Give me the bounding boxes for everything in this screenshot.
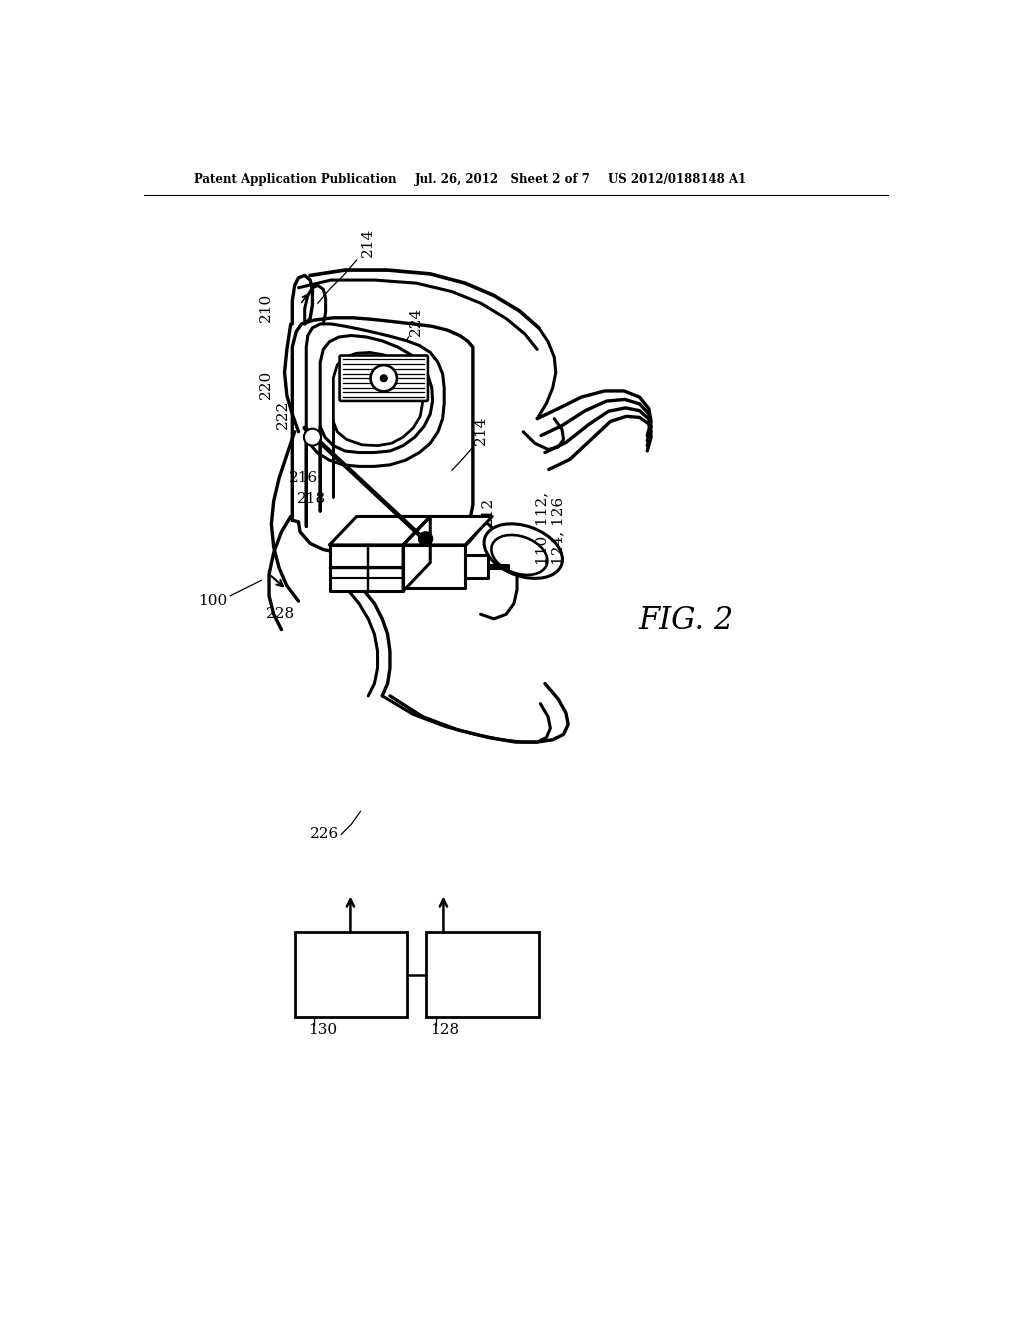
- Text: 214: 214: [361, 228, 375, 257]
- Text: BODY: BODY: [458, 952, 508, 969]
- Text: 130: 130: [308, 1023, 337, 1038]
- Polygon shape: [306, 323, 444, 527]
- Text: 226: 226: [309, 828, 339, 841]
- Polygon shape: [488, 565, 508, 568]
- Polygon shape: [334, 352, 423, 498]
- Polygon shape: [330, 545, 403, 591]
- Text: SENSOR: SENSOR: [313, 981, 389, 998]
- Text: 210: 210: [259, 293, 273, 322]
- Circle shape: [371, 366, 397, 391]
- Ellipse shape: [492, 535, 548, 576]
- Polygon shape: [465, 554, 488, 578]
- Circle shape: [304, 429, 321, 446]
- Text: FIG. 2: FIG. 2: [638, 605, 733, 636]
- Circle shape: [419, 532, 432, 545]
- Ellipse shape: [484, 524, 562, 578]
- Text: Jul. 26, 2012   Sheet 2 of 7: Jul. 26, 2012 Sheet 2 of 7: [415, 173, 591, 186]
- Text: 212: 212: [481, 498, 496, 527]
- Text: 128: 128: [430, 1023, 460, 1038]
- Polygon shape: [330, 516, 430, 545]
- Text: Patent Application Publication: Patent Application Publication: [194, 173, 396, 186]
- Text: 124, 126: 124, 126: [551, 496, 565, 565]
- FancyBboxPatch shape: [295, 932, 407, 1016]
- Polygon shape: [403, 545, 465, 589]
- Polygon shape: [292, 318, 473, 553]
- Text: HEAD: HEAD: [325, 952, 377, 969]
- Polygon shape: [403, 516, 493, 545]
- FancyBboxPatch shape: [340, 355, 428, 401]
- Polygon shape: [403, 516, 430, 591]
- Text: 100: 100: [198, 594, 227, 609]
- Text: US 2012/0188148 A1: US 2012/0188148 A1: [608, 173, 746, 186]
- Text: 218: 218: [297, 492, 326, 506]
- FancyBboxPatch shape: [426, 932, 539, 1016]
- Circle shape: [380, 375, 387, 381]
- Text: 214: 214: [474, 416, 487, 445]
- Text: 224: 224: [410, 306, 423, 335]
- Text: 222: 222: [276, 400, 290, 429]
- Text: 110, 112,: 110, 112,: [536, 492, 550, 565]
- Text: SENSOR: SENSOR: [444, 981, 520, 998]
- Text: 220: 220: [259, 370, 273, 399]
- Polygon shape: [321, 335, 432, 511]
- Text: 228: 228: [265, 607, 295, 622]
- Text: 216: 216: [289, 471, 317, 484]
